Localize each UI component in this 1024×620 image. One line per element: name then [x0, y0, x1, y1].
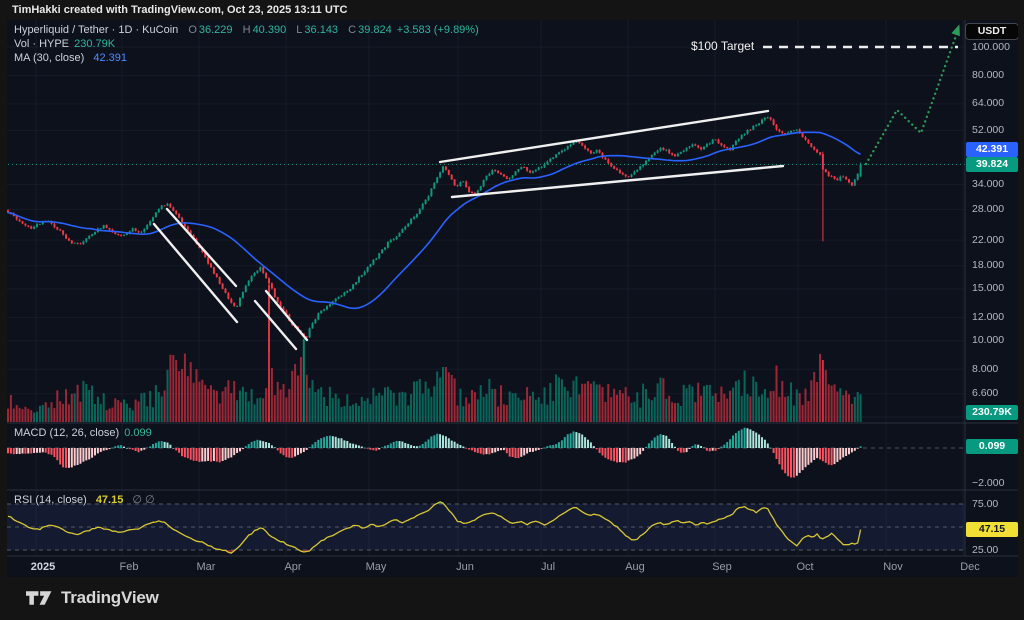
legend: Hyperliquid / Tether · 1D · KuCoin O 36.2…	[14, 23, 479, 65]
indicator-axis-label: −2.000	[972, 476, 1005, 489]
ma-legend[interactable]: MA (30, close) 42.391	[14, 51, 479, 65]
currency-toggle-button[interactable]: USDT	[965, 23, 1018, 40]
price-axis-label: 8.000	[972, 362, 999, 375]
time-axis-label: Sep	[712, 561, 732, 573]
time-axis-label: Mar	[196, 561, 216, 573]
trendline[interactable]	[253, 299, 298, 351]
trendline[interactable]	[165, 207, 238, 288]
time-axis-label: 2025	[30, 561, 56, 573]
macd-legend[interactable]: MACD (12, 26, close) 0.099	[14, 427, 152, 439]
footer-bar: TradingView	[0, 577, 1024, 620]
chart-area[interactable]: Hyperliquid / Tether · 1D · KuCoin O 36.2…	[7, 20, 1018, 577]
rsi-band	[7, 504, 965, 550]
tradingview-brand[interactable]: TradingView	[26, 587, 159, 609]
low-value: 36.143	[304, 24, 339, 36]
rsi-empty-values: ∅ ∅	[132, 494, 155, 506]
open-label: O	[188, 24, 197, 36]
target-annotation-label[interactable]: $100 Target	[691, 39, 755, 53]
rsi-line	[7, 501, 862, 554]
projection-path[interactable]	[864, 31, 959, 166]
close-value: 39.824	[358, 24, 392, 36]
close-label: C	[348, 24, 357, 36]
tradingview-logo-text: TradingView	[61, 588, 159, 607]
rsi-value: 47.15	[95, 494, 124, 506]
price-axis-label: 100.000	[972, 40, 1010, 53]
time-axis-label: Feb	[119, 561, 139, 573]
candles	[7, 116, 862, 352]
volume-value: 230.79K	[74, 38, 116, 50]
price-axis-label: 34.000	[972, 178, 1005, 191]
indicator-axis-label: 75.00	[972, 497, 999, 510]
volume-bars	[7, 285, 862, 422]
last-price-badge: 39.824	[966, 156, 1018, 172]
time-axis-label: May	[365, 561, 387, 573]
attribution-bar: TimHakki created with TradingView.com, O…	[0, 0, 1024, 20]
symbol-legend[interactable]: Hyperliquid / Tether · 1D · KuCoin O 36.2…	[14, 23, 479, 37]
price-axis-label: 18.000	[972, 259, 1005, 272]
macd-value-badge: 0.099	[966, 438, 1018, 454]
price-axis-label: 6.600	[972, 387, 999, 400]
macd-value: 0.099	[124, 427, 152, 439]
volume-badge: 230.79K	[966, 404, 1018, 420]
indicator-axis-label: 25.00	[972, 543, 999, 556]
trendline[interactable]	[264, 289, 309, 342]
volume-label: Vol · HYPE	[14, 38, 70, 50]
trendline[interactable]	[450, 164, 785, 199]
price-axis-label: 22.000	[972, 233, 1005, 246]
change-value: +3.583 (+9.89%)	[396, 24, 479, 36]
ma-value: 42.391	[93, 52, 128, 64]
ma-price-badge: 42.391	[966, 142, 1018, 158]
ma-line	[7, 131, 861, 310]
price-axis-label: 80.000	[972, 68, 1005, 81]
rsi-legend[interactable]: RSI (14, close) 47.15 ∅ ∅	[14, 493, 155, 506]
macd-label: MACD (12, 26, close)	[14, 427, 120, 439]
symbol-title: Hyperliquid / Tether · 1D · KuCoin	[14, 24, 179, 36]
price-axis-label: 52.000	[972, 123, 1005, 136]
tradingview-logo-icon	[26, 591, 52, 605]
macd-histogram	[7, 427, 862, 478]
trendline[interactable]	[152, 222, 239, 324]
time-axis-label: Oct	[796, 561, 814, 573]
rsi-value-badge: 47.15	[966, 522, 1018, 538]
price-axis-label: 64.000	[972, 97, 1005, 110]
price-axis-label: 15.000	[972, 282, 1005, 295]
time-axis-label: Nov	[883, 561, 903, 573]
price-axis-label: 10.000	[972, 334, 1005, 347]
time-axis-label: Jun	[456, 561, 474, 573]
time-axis-label: Dec	[960, 561, 980, 573]
volume-legend[interactable]: Vol · HYPE 230.79K	[14, 37, 479, 51]
open-value: 36.229	[198, 24, 233, 36]
trendline[interactable]	[438, 109, 770, 164]
time-axis-label: Jul	[540, 561, 556, 573]
time-axis-label: Aug	[625, 561, 645, 573]
attribution-text: TimHakki created with TradingView.com, O…	[12, 4, 348, 16]
ma-label: MA (30, close)	[14, 52, 85, 64]
price-axis-label: 12.000	[972, 310, 1005, 323]
high-value: 40.390	[252, 24, 287, 36]
rsi-label: RSI (14, close)	[14, 494, 87, 506]
projection-arrowhead	[951, 24, 960, 37]
price-axis-label: 28.000	[972, 202, 1005, 215]
high-label: H	[242, 24, 251, 36]
time-axis-label: Apr	[284, 561, 302, 573]
low-label: L	[296, 24, 303, 36]
